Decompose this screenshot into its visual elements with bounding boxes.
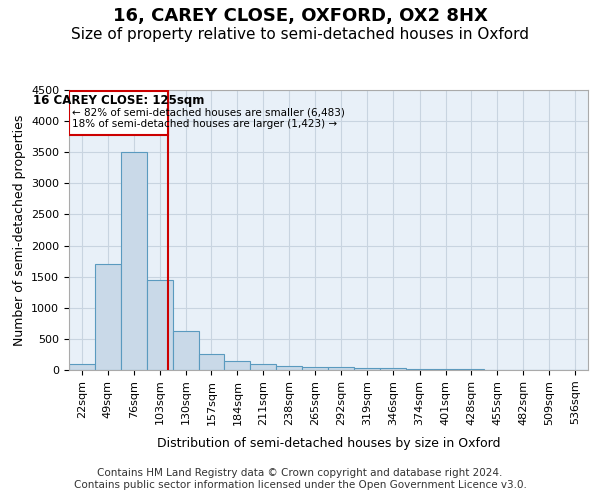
Text: Size of property relative to semi-detached houses in Oxford: Size of property relative to semi-detach…: [71, 28, 529, 42]
Bar: [276, 366, 302, 370]
Bar: [407, 369, 433, 370]
Bar: [433, 369, 458, 370]
Text: 18% of semi-detached houses are larger (1,423) →: 18% of semi-detached houses are larger (…: [72, 119, 337, 129]
Bar: [69, 90, 168, 135]
Text: 16, CAREY CLOSE, OXFORD, OX2 8HX: 16, CAREY CLOSE, OXFORD, OX2 8HX: [113, 8, 487, 26]
Text: Distribution of semi-detached houses by size in Oxford: Distribution of semi-detached houses by …: [157, 438, 500, 450]
Text: Contains public sector information licensed under the Open Government Licence v3: Contains public sector information licen…: [74, 480, 526, 490]
Text: 16 CAREY CLOSE: 125sqm: 16 CAREY CLOSE: 125sqm: [33, 94, 204, 107]
Bar: [95, 264, 121, 370]
Text: Contains HM Land Registry data © Crown copyright and database right 2024.: Contains HM Land Registry data © Crown c…: [97, 468, 503, 477]
Bar: [380, 368, 406, 370]
Bar: [354, 368, 380, 370]
Bar: [173, 332, 199, 370]
Bar: [121, 152, 147, 370]
Bar: [147, 280, 173, 370]
Y-axis label: Number of semi-detached properties: Number of semi-detached properties: [13, 114, 26, 346]
Bar: [328, 367, 354, 370]
Bar: [69, 364, 95, 370]
Bar: [224, 362, 250, 370]
Bar: [302, 366, 328, 370]
Bar: [250, 364, 276, 370]
Bar: [199, 354, 224, 370]
Text: ← 82% of semi-detached houses are smaller (6,483): ← 82% of semi-detached houses are smalle…: [72, 108, 345, 118]
